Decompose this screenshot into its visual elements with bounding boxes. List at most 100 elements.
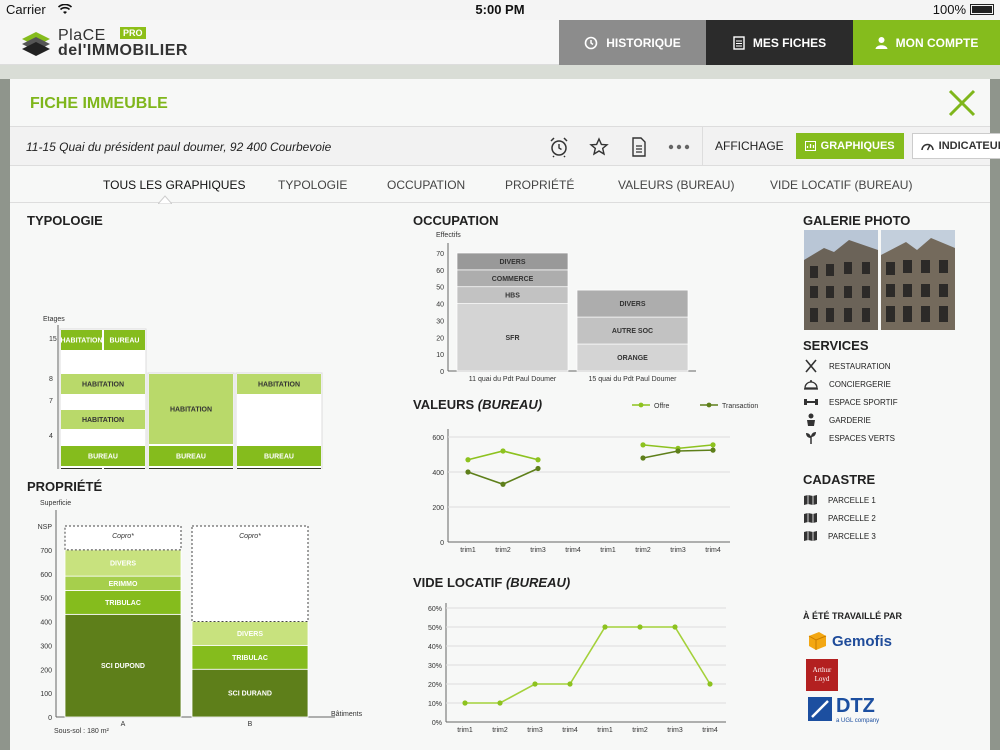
typologie-ytick: 7 (49, 398, 53, 405)
cadastre-parcelle-1[interactable]: PARCELLE 1 (803, 494, 876, 506)
service-garderie: GARDERIE (803, 413, 871, 427)
valeurs-point (535, 457, 541, 463)
vide-ytick: 10% (428, 701, 442, 708)
historique-button[interactable]: HISTORIQUE (559, 20, 706, 65)
occupation-ytick: 40 (436, 302, 444, 309)
child-icon (803, 413, 819, 427)
propriete-bar-segment (191, 668, 309, 718)
chart-icon (804, 141, 816, 151)
section-services: SERVICES (803, 338, 869, 353)
cadastre-parcelle-3[interactable]: PARCELLE 3 (803, 530, 876, 542)
typologie-bar-segment (237, 468, 321, 469)
occupation-ytick: 10 (436, 352, 444, 359)
valeurs-point (710, 447, 716, 453)
gemofis-logo[interactable]: Gemofis (806, 627, 914, 655)
propriete-segment-label: TRIBULAC (232, 655, 268, 662)
map-icon (804, 513, 817, 523)
valeurs-xtick: trim2 (635, 547, 651, 554)
tab-occupation[interactable]: OCCUPATION (387, 178, 466, 192)
occupation-bar-segment (576, 343, 689, 372)
alarm-icon[interactable] (546, 134, 572, 160)
service-espaces-verts: ESPACES VERTS (803, 431, 895, 445)
section-cadastre: CADASTRE (803, 472, 876, 487)
section-propriete: PROPRIÉTÉ (27, 479, 103, 494)
vide-xtick: trim3 (667, 727, 683, 734)
vide-ytick: 50% (428, 625, 442, 632)
logo-line-1: PlaCE (58, 27, 106, 44)
close-icon[interactable] (948, 89, 976, 117)
address-bar: 11-15 Quai du président paul doumer, 92 … (10, 126, 1000, 166)
building-photo-1[interactable] (804, 230, 878, 330)
typologie-ylabel: Etages (43, 316, 65, 323)
user-icon (875, 37, 888, 49)
graphiques-toggle[interactable]: GRAPHIQUES (795, 133, 904, 159)
arthur-loyd-logo[interactable]: Arthur Loyd (806, 659, 838, 691)
valeurs-legend-marker (706, 402, 712, 408)
typologie-ytick: 15 (49, 336, 57, 343)
typologie-bar-segment (104, 468, 145, 469)
typologie-bar-segment (237, 446, 321, 466)
mes-fiches-button[interactable]: MES FICHES (706, 20, 853, 65)
chart-tabs: TOUS LES GRAPHIQUES TYPOLOGIE OCCUPATION… (10, 167, 990, 204)
cutlery-icon (803, 359, 819, 373)
dtz-text: DTZ (836, 695, 875, 717)
app-logo[interactable]: PlaCE del'IMMOBILIER PRO (20, 26, 187, 60)
indicateurs-label: INDICATEURS (938, 140, 1000, 152)
top-nav: HISTORIQUE MES FICHES MON COMPTE (559, 20, 1000, 65)
occupation-xtick: 15 quai du Pdt Paul Doumer (589, 376, 678, 383)
gemofis-text: Gemofis (832, 632, 893, 650)
dtz-logo[interactable]: DTZ a UGL company (808, 695, 890, 727)
worked-by-label: À ÉTÉ TRAVAILLÉ PAR (803, 611, 902, 621)
cadastre-parcelle-2[interactable]: PARCELLE 2 (803, 512, 876, 524)
mes-fiches-label: MES FICHES (752, 35, 827, 50)
vide-ytick: 40% (428, 644, 442, 651)
valeurs-point (640, 455, 646, 461)
service-label: ESPACE SPORTIF (829, 397, 898, 407)
propriete-xtick: B (248, 721, 253, 728)
map-icon (804, 531, 817, 541)
tab-vide-locatif-bureau[interactable]: VIDE LOCATIF (BUREAU) (770, 178, 913, 192)
building-photo-2[interactable] (881, 230, 955, 330)
vide-ytick: 20% (428, 682, 442, 689)
propriete-segment-label: TRIBULAC (105, 600, 141, 607)
logo-icon (22, 32, 50, 56)
tab-propriete[interactable]: PROPRIÉTÉ (505, 178, 575, 192)
typologie-ytick: 8 (49, 376, 53, 383)
battery-percent: 100% (932, 2, 966, 17)
section-vide-locatif: VIDE LOCATIF (BUREAU) (413, 575, 570, 590)
more-icon[interactable] (666, 134, 692, 160)
valeurs-xtick: trim1 (600, 547, 616, 554)
status-bar: Carrier 5:00 PM 100% (0, 0, 1000, 20)
typologie-segment-label: BUREAU (88, 454, 118, 461)
mon-compte-button[interactable]: MON COMPTE (853, 20, 1000, 65)
battery-icon (970, 4, 994, 15)
occupation-xtick: 11 quai du Pdt Paul Doumer (469, 376, 557, 383)
pro-badge: PRO (120, 27, 146, 39)
valeurs-subtitle: (BUREAU) (477, 397, 543, 412)
propriete-xtick: A (121, 721, 126, 728)
valeurs-legend-label: Offre (654, 403, 670, 410)
valeurs-xtick: trim4 (565, 547, 581, 554)
vide-ytick: 60% (428, 606, 442, 613)
affichage-label: AFFICHAGE (715, 139, 784, 153)
occupation-segment-label: ORANGE (617, 355, 648, 362)
fiche-immeuble-panel: FICHE IMMEUBLE 11-15 Quai du président p… (10, 79, 1000, 750)
typologie-segment-label: HABITATION (60, 338, 102, 345)
propriete-ytick: 100 (40, 691, 52, 698)
typologie-segment-label: BUREAU (176, 454, 206, 461)
valeurs-xtick: trim2 (495, 547, 511, 554)
tab-valeurs-bureau[interactable]: VALEURS (BUREAU) (618, 178, 735, 192)
vide-xtick: trim4 (562, 727, 578, 734)
tab-typologie[interactable]: TYPOLOGIE (278, 178, 348, 192)
typologie-bar-segment (61, 410, 145, 429)
tab-tous-les-graphiques[interactable]: TOUS LES GRAPHIQUES (103, 178, 246, 192)
valeurs-legend-marker (638, 402, 644, 408)
document-icon[interactable] (626, 134, 652, 160)
occupation-ytick: 30 (436, 318, 444, 325)
star-icon[interactable] (586, 134, 612, 160)
vide-xtick: trim1 (597, 727, 613, 734)
propriete-copro-segment (64, 525, 182, 551)
valeurs-xtick: trim4 (705, 547, 721, 554)
graphiques-label: GRAPHIQUES (820, 140, 895, 152)
indicateurs-toggle[interactable]: INDICATEURS (911, 133, 1000, 159)
